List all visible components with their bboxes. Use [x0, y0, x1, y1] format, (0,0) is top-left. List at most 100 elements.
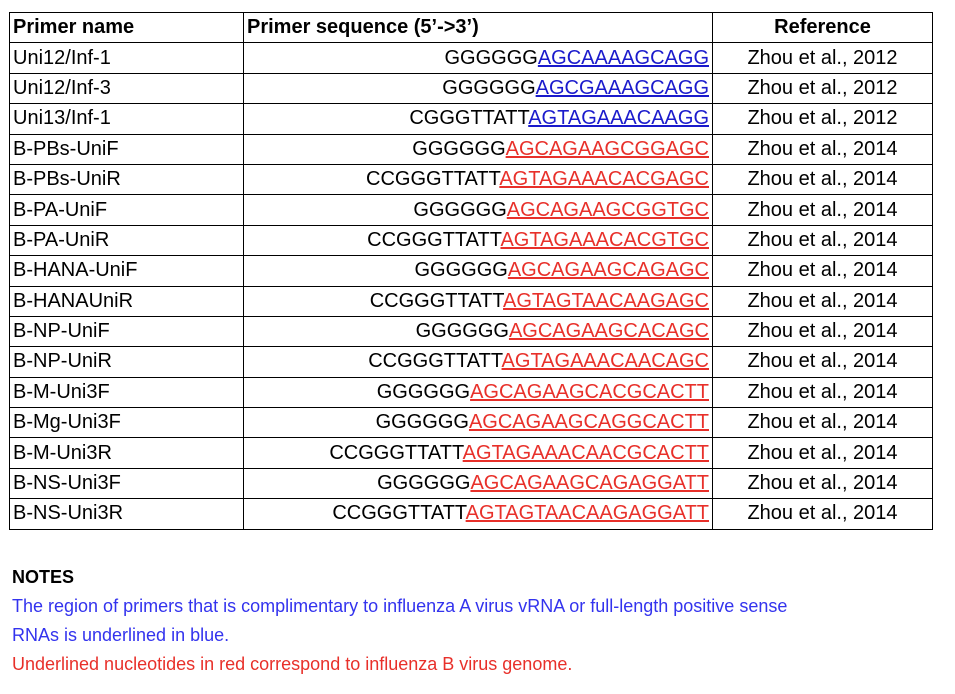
reference-cell: Zhou et al., 2012	[712, 72, 933, 105]
sequence-underlined-region: AGCGAAAGCAGG	[535, 76, 709, 99]
table-row: Uni12/Inf-1 GGGGGGAGCAAAAGCAGG Zhou et al.…	[9, 42, 933, 74]
primer-sequence-cell: GGGGGGAGCAGAAGCAGGCACTT	[243, 407, 713, 439]
primer-name-cell: B-NS-Uni3R	[9, 498, 244, 530]
table-row: B-NP-UniF GGGGGGAGCAGAAGCACAGC Zhou et al.…	[9, 315, 933, 348]
sequence-underlined-region: AGTAGAAACAACAGC	[501, 350, 709, 373]
sequence-prefix: CCGGGTTATT	[369, 289, 504, 312]
reference-cell: Zhou et al., 2012	[712, 42, 933, 74]
primer-sequence-cell: GGGGGGAGCGAAAGCAGG	[243, 72, 713, 105]
sequence-prefix: CGGGTTATT	[409, 107, 529, 130]
sequence-prefix: CCGGGTTATT	[368, 350, 502, 373]
primer-name-cell: Uni13/Inf-1	[9, 103, 244, 135]
header-reference: Reference	[712, 11, 933, 44]
primer-sequence-cell: CCGGGTTATTAGTAGTAACAAGAGC	[243, 285, 713, 317]
primer-name-cell: Uni12/Inf-3	[9, 72, 244, 105]
sequence-underlined-region: AGCAGAAGCAGAGGATT	[470, 472, 709, 495]
primer-name-cell: B-Mg-Uni3F	[9, 407, 244, 439]
primer-name-cell: B-NP-UniF	[9, 315, 244, 348]
sequence-underlined-region: AGTAGTAACAAGAGC	[503, 289, 709, 312]
reference-cell: Zhou et al., 2014	[712, 163, 933, 196]
table-row: B-PA-UniR CCGGGTTATTAGTAGAAACACGTGC Zhou e…	[9, 224, 933, 257]
header-primer-sequence: Primer sequence (5’->3’)	[243, 11, 713, 44]
primer-name-cell: B-NS-Uni3F	[9, 467, 244, 500]
sequence-prefix: GGGGGG	[376, 380, 471, 403]
table-row: B-M-Uni3F GGGGGGAGCAGAAGCACGCACTT Zhou et …	[9, 376, 933, 409]
primer-sequence-cell: CCGGGTTATTAGTAGAAACAACAGC	[243, 346, 713, 378]
primer-name-cell: B-HANAUniR	[9, 285, 244, 317]
primer-name-cell: B-NP-UniR	[9, 346, 244, 378]
sequence-prefix: CCGGGTTATT	[329, 441, 463, 464]
sequence-underlined-region: AGCAGAAGCAGAGC	[507, 259, 709, 282]
sequence-underlined-region: AGTAGAAACAAGG	[528, 107, 709, 130]
table-row: B-NS-Uni3R CCGGGTTATTAGTAGTAACAAGAGGATT Zh…	[9, 498, 933, 530]
primer-table: Primer name Primer sequence (5’->3’) Ref…	[9, 11, 933, 530]
reference-cell: Zhou et al., 2014	[712, 498, 933, 530]
reference-cell: Zhou et al., 2014	[712, 315, 933, 348]
header-primer-name: Primer name	[9, 11, 244, 44]
sequence-underlined-region: AGCAGAAGCACGCACTT	[470, 380, 709, 403]
notes-title: NOTES	[12, 567, 75, 587]
primer-sequence-cell: GGGGGGAGCAAAAGCAGG	[243, 42, 713, 74]
table-row: B-Mg-Uni3F GGGGGGAGCAGAAGCAGGCACTT Zhou et…	[9, 407, 933, 439]
blue-note-line-2: RNAs is underlined in blue.	[12, 625, 230, 645]
reference-cell: Zhou et al., 2014	[712, 194, 933, 226]
primer-sequence-cell: GGGGGGAGCAGAAGCAGAGC	[243, 255, 713, 287]
primer-sequence-cell: CCGGGTTATTAGTAGAAACACGTGC	[243, 224, 713, 257]
table-body: Uni12/Inf-1 GGGGGGAGCAAAAGCAGG Zhou et al.…	[9, 42, 933, 530]
reference-cell: Zhou et al., 2014	[712, 133, 933, 165]
reference-cell: Zhou et al., 2014	[712, 255, 933, 287]
primer-sequence-cell: GGGGGGAGCAGAAGCAGAGGATT	[243, 467, 713, 500]
table-row: B-M-Uni3R CCGGGTTATTAGTAGAAACAACGCACTT Zho…	[9, 437, 933, 469]
sequence-prefix: CCGGGTTATT	[367, 228, 501, 251]
primer-name-cell: B-PBs-UniF	[9, 133, 244, 165]
sequence-prefix: GGGGGG	[413, 198, 507, 221]
table-row: B-PBs-UniF GGGGGGAGCAGAAGCGGAGC Zhou et al…	[9, 133, 933, 165]
red-note: Underlined nucleotides in red correspond…	[12, 654, 573, 674]
primer-name-cell: Uni12/Inf-1	[9, 42, 244, 74]
table-row: B-HANAUniR CCGGGTTATTAGTAGTAACAAGAGC Zhou …	[9, 285, 933, 317]
reference-cell: Zhou et al., 2014	[712, 467, 933, 500]
sequence-prefix: CCGGGTTATT	[332, 502, 466, 525]
sequence-prefix: GGGGGG	[414, 259, 508, 282]
reference-cell: Zhou et al., 2014	[712, 376, 933, 409]
reference-cell: Zhou et al., 2014	[712, 407, 933, 439]
primer-name-cell: B-PA-UniR	[9, 224, 244, 257]
table-row: B-NP-UniR CCGGGTTATTAGTAGAAACAACAGC Zhou e…	[9, 346, 933, 378]
reference-cell: Zhou et al., 2014	[712, 437, 933, 469]
sequence-underlined-region: AGTAGTAACAAGAGGATT	[465, 502, 709, 525]
primer-name-cell: B-PA-UniF	[9, 194, 244, 226]
table-row: B-PA-UniF GGGGGGAGCAGAAGCGGTGC Zhou et al.…	[9, 194, 933, 226]
primer-name-cell: B-HANA-UniF	[9, 255, 244, 287]
blue-note-line-1: The region of primers that is compliment…	[12, 596, 788, 616]
table-row: B-HANA-UniF GGGGGGAGCAGAAGCAGAGC Zhou et a…	[9, 255, 933, 287]
reference-cell: Zhou et al., 2012	[712, 103, 933, 135]
sequence-underlined-region: AGCAAAAGCAGG	[537, 46, 709, 69]
sequence-underlined-region: AGCAGAAGCACAGC	[508, 320, 709, 343]
sequence-prefix: GGGGGG	[442, 76, 536, 99]
sequence-prefix: GGGGGG	[377, 472, 471, 495]
reference-cell: Zhou et al., 2014	[712, 224, 933, 257]
sequence-prefix: CCGGGTTATT	[366, 168, 500, 191]
primer-sequence-cell: GGGGGGAGCAGAAGCACGCACTT	[243, 376, 713, 409]
sequence-underlined-region: AGCAGAAGCGGAGC	[505, 137, 709, 160]
primer-sequence-cell: CCGGGTTATTAGTAGTAACAAGAGGATT	[243, 498, 713, 530]
sequence-prefix: GGGGGG	[415, 320, 509, 343]
sequence-prefix: GGGGGG	[444, 46, 538, 69]
primer-name-cell: B-M-Uni3F	[9, 376, 244, 409]
table-row: Uni13/Inf-1 CGGGTTATTAGTAGAAACAAGG Zhou et…	[9, 103, 933, 135]
notes-section: NOTES The region of primers that is comp…	[12, 563, 787, 679]
sequence-underlined-region: AGTAGAAACACGAGC	[499, 168, 709, 191]
table-header-row: Primer name Primer sequence (5’->3’) Ref…	[9, 11, 933, 44]
sequence-prefix: GGGGGG	[412, 137, 506, 160]
table-row: Uni12/Inf-3 GGGGGGAGCGAAAGCAGG Zhou et al.…	[9, 72, 933, 105]
reference-cell: Zhou et al., 2014	[712, 346, 933, 378]
sequence-underlined-region: AGTAGAAACAACGCACTT	[462, 441, 709, 464]
primer-name-cell: B-M-Uni3R	[9, 437, 244, 469]
table-row: B-PBs-UniR CCGGGTTATTAGTAGAAACACGAGC Zhou …	[9, 163, 933, 196]
primer-sequence-cell: GGGGGGAGCAGAAGCACAGC	[243, 315, 713, 348]
primer-name-cell: B-PBs-UniR	[9, 163, 244, 196]
primer-sequence-cell: GGGGGGAGCAGAAGCGGTGC	[243, 194, 713, 226]
sequence-underlined-region: AGTAGAAACACGTGC	[500, 228, 709, 251]
table-row: B-NS-Uni3F GGGGGGAGCAGAAGCAGAGGATT Zhou et…	[9, 467, 933, 500]
sequence-underlined-region: AGCAGAAGCGGTGC	[506, 198, 709, 221]
